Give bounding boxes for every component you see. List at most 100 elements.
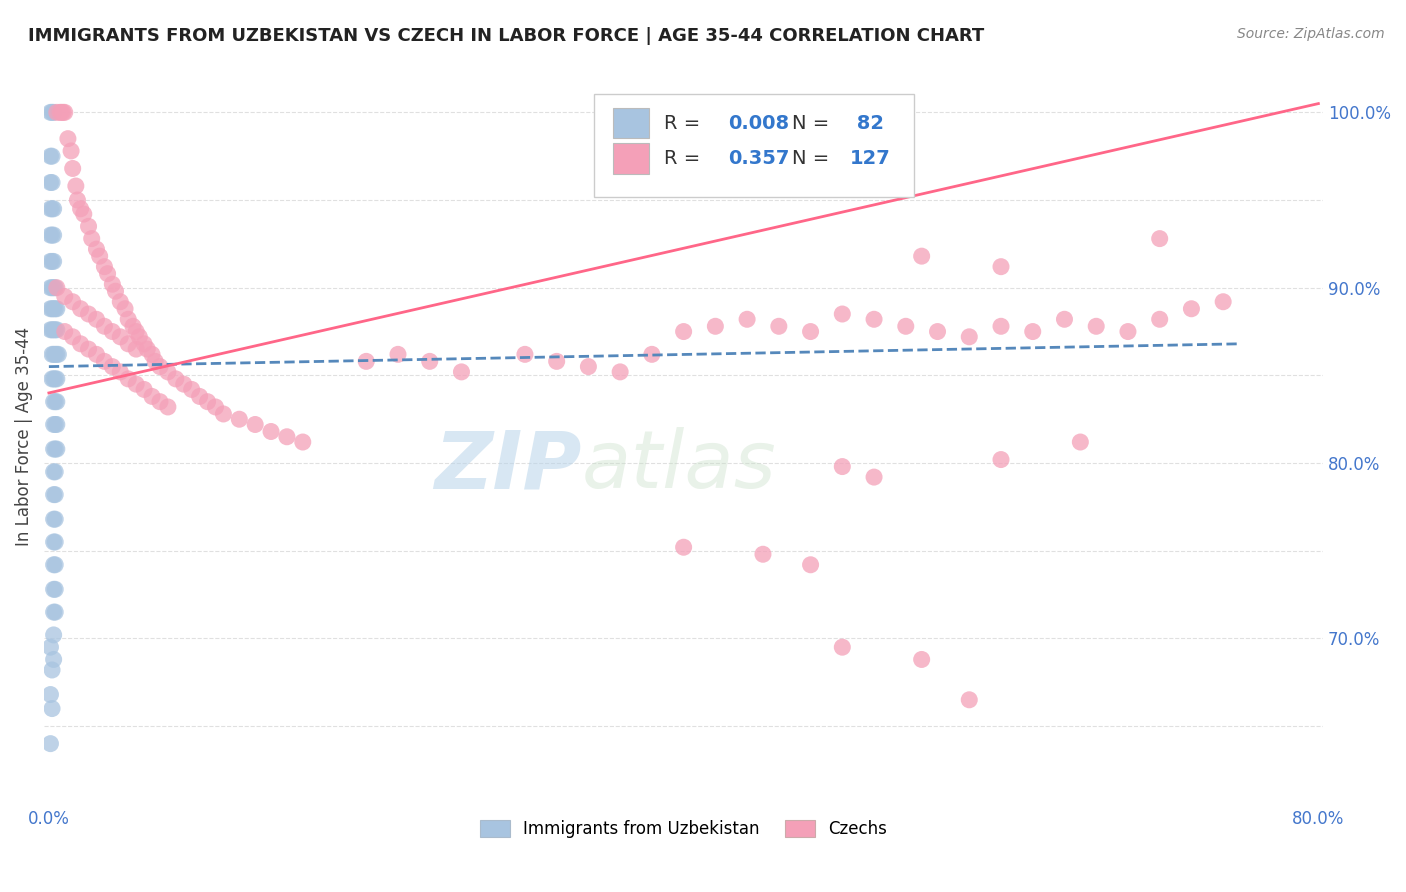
Point [276,430,298,444]
Point [291,435,314,450]
Point [101,359,124,374]
Point [1149,232,1171,246]
Point [354,354,377,368]
Point [42,372,65,386]
Point [42,281,65,295]
Point [45,301,67,316]
Point [260,425,283,439]
Point [45,417,67,432]
Point [53,105,76,120]
Point [165,372,187,386]
Point [136,342,159,356]
Point [117,336,139,351]
Point [141,389,163,403]
Point [42,652,65,666]
Point [44,488,66,502]
Text: atlas: atlas [581,427,776,505]
Point [132,336,155,351]
Point [911,249,934,263]
Point [149,359,172,374]
Point [44,535,66,549]
Point [104,284,127,298]
Point [53,289,76,303]
Point [86,242,108,256]
Point [39,737,62,751]
Point [39,228,62,243]
Point [69,336,91,351]
Point [44,512,66,526]
Point [990,319,1012,334]
Point [114,301,136,316]
Point [93,319,115,334]
Point [69,301,91,316]
Point [44,582,66,597]
Point [48,347,70,361]
Point [672,540,695,554]
Point [450,365,472,379]
Text: N =: N = [793,113,835,133]
Point [1212,294,1234,309]
Point [77,307,100,321]
Point [704,319,727,334]
Point [39,281,62,295]
Point [41,105,63,120]
Legend: Immigrants from Uzbekistan, Czechs: Immigrants from Uzbekistan, Czechs [474,813,894,845]
Point [149,394,172,409]
Point [45,347,67,361]
Point [863,470,886,484]
Point [41,254,63,268]
Point [69,202,91,216]
Point [42,394,65,409]
Point [41,228,63,243]
Point [42,254,65,268]
Text: ZIP: ZIP [434,427,581,505]
Point [93,354,115,368]
Point [128,330,150,344]
Point [77,219,100,234]
Point [49,105,72,120]
Point [41,202,63,216]
Point [125,342,148,356]
Point [927,325,949,339]
Point [1116,325,1139,339]
Point [39,640,62,655]
Point [41,301,63,316]
Text: R =: R = [665,113,707,133]
Point [77,342,100,356]
Point [44,301,66,316]
Point [752,547,775,561]
Point [42,202,65,216]
Point [197,394,219,409]
Point [831,459,853,474]
Y-axis label: In Labor Force | Age 35-44: In Labor Force | Age 35-44 [15,327,32,546]
Point [39,149,62,163]
Point [894,319,917,334]
Point [110,330,132,344]
Point [228,412,250,426]
Point [41,347,63,361]
Point [42,488,65,502]
Text: R =: R = [665,149,707,168]
Point [42,605,65,619]
Point [44,323,66,337]
Point [56,131,79,145]
Point [419,354,441,368]
Point [66,193,89,207]
Point [39,323,62,337]
Point [1053,312,1076,326]
Point [110,294,132,309]
Point [51,105,73,120]
Point [45,372,67,386]
Text: 0.357: 0.357 [728,149,790,168]
Point [86,312,108,326]
Point [44,605,66,619]
Point [42,558,65,572]
Point [62,161,84,176]
Text: IMMIGRANTS FROM UZBEKISTAN VS CZECH IN LABOR FORCE | AGE 35-44 CORRELATION CHART: IMMIGRANTS FROM UZBEKISTAN VS CZECH IN L… [28,27,984,45]
Point [52,105,75,120]
Point [44,394,66,409]
Point [44,417,66,432]
Point [42,442,65,456]
Point [800,558,823,572]
Point [156,400,179,414]
